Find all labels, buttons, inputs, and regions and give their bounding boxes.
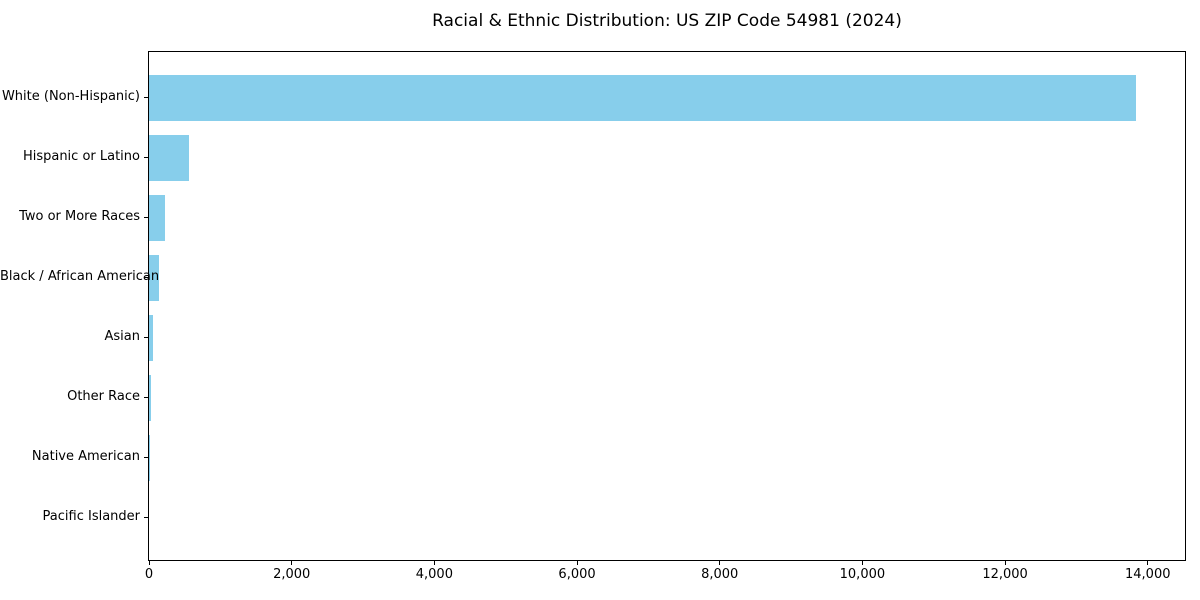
x-tick-label-14000: 14,000 bbox=[1125, 567, 1171, 582]
bar-asian bbox=[149, 315, 154, 361]
x-tick-label-12000: 12,000 bbox=[982, 567, 1028, 582]
y-tick-label-native-american: Native American bbox=[31, 449, 140, 464]
bar-hispanic-or-latino bbox=[149, 135, 190, 181]
x-tick-label-10000: 10,000 bbox=[839, 567, 886, 582]
y-tick-mark bbox=[144, 457, 148, 458]
plot-area bbox=[148, 51, 1186, 561]
x-tick-label-6000: 6,000 bbox=[558, 567, 596, 582]
x-tick-mark bbox=[1147, 561, 1149, 565]
y-tick-mark bbox=[144, 277, 148, 278]
x-tick-mark bbox=[291, 561, 293, 565]
x-tick-label-8000: 8,000 bbox=[701, 567, 739, 582]
y-tick-mark bbox=[144, 97, 148, 98]
bar-white-non-hispanic bbox=[149, 75, 1136, 121]
x-tick-mark bbox=[861, 561, 863, 565]
bar-two-or-more-races bbox=[149, 195, 166, 241]
y-tick-label-white-non-hispanic: White (Non-Hispanic) bbox=[1, 89, 140, 104]
y-tick-label-black-african-american: Black / African American bbox=[0, 269, 160, 284]
bar-other-race bbox=[149, 375, 152, 421]
bar-native-american bbox=[149, 435, 150, 481]
x-tick-mark bbox=[1004, 561, 1006, 565]
y-tick-label-asian: Asian bbox=[104, 329, 140, 344]
y-tick-mark bbox=[144, 337, 148, 338]
y-tick-mark bbox=[144, 517, 148, 518]
x-tick-label-2000: 2,000 bbox=[273, 567, 311, 582]
y-tick-mark bbox=[144, 217, 148, 218]
x-tick-label-0: 0 bbox=[144, 567, 154, 582]
chart-title: Racial & Ethnic Distribution: US ZIP Cod… bbox=[432, 11, 902, 31]
x-tick-mark bbox=[433, 561, 435, 565]
y-tick-label-other-race: Other Race bbox=[67, 389, 140, 404]
x-tick-mark bbox=[148, 561, 150, 565]
y-tick-label-hispanic-or-latino: Hispanic or Latino bbox=[22, 149, 140, 164]
x-tick-label-4000: 4,000 bbox=[415, 567, 453, 582]
y-tick-mark bbox=[144, 157, 148, 158]
x-tick-mark bbox=[719, 561, 721, 565]
bar-black-african-american bbox=[149, 255, 159, 301]
x-tick-mark bbox=[576, 561, 578, 565]
y-tick-mark bbox=[144, 397, 148, 398]
y-tick-label-pacific-islander: Pacific Islander bbox=[42, 509, 140, 524]
y-tick-label-two-or-more-races: Two or More Races bbox=[19, 209, 140, 224]
